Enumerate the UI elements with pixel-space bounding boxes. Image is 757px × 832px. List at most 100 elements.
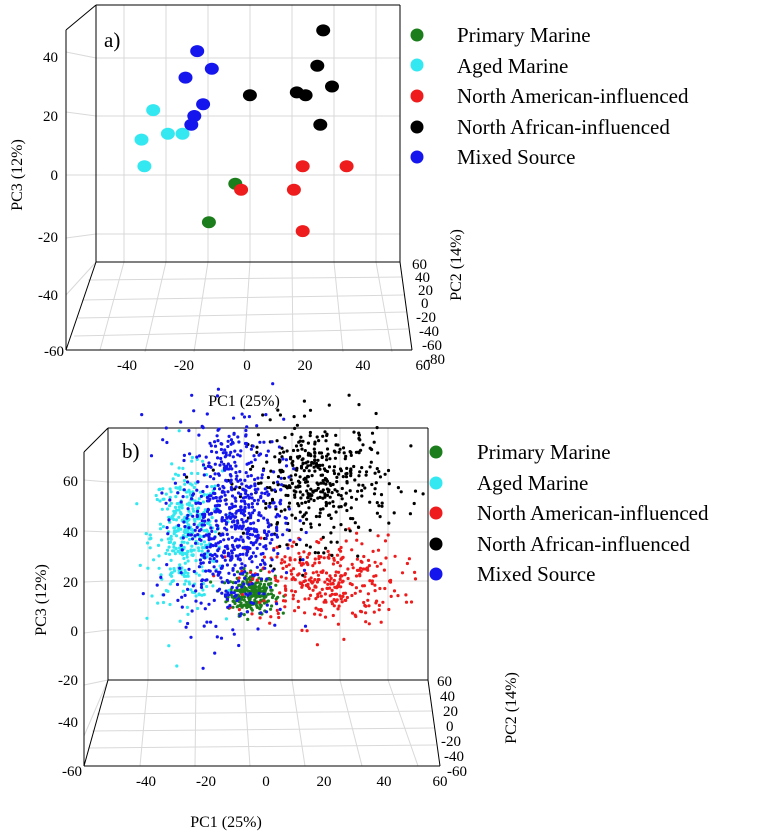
point-north-african-influenced [392, 511, 396, 515]
point-mixed-source [264, 453, 269, 458]
legend-label-north-american: North American-influenced [477, 501, 709, 525]
point-aged-marine [177, 466, 181, 470]
point-aged-marine [174, 472, 178, 476]
point-primary-marine [242, 595, 247, 599]
panel-a-grid [65, 5, 409, 353]
point-north-african-influenced [361, 443, 365, 447]
point-north-african-influenced [321, 507, 325, 511]
point-north-american-influenced [354, 586, 358, 590]
panel-a-y-ticks: 40 20 0 -20 -40 -60 [38, 50, 64, 360]
point-aged-marine [148, 546, 152, 550]
point-mixed-source [218, 570, 222, 575]
point-north-american-influenced [274, 578, 278, 583]
point-north-american-influenced [300, 628, 304, 633]
point-mixed-source [216, 483, 220, 487]
point-mixed-source [213, 444, 218, 448]
point-mixed-source [193, 528, 197, 532]
point-north-american-influenced [359, 610, 364, 614]
point-mixed-source [259, 563, 263, 567]
point-north-american-influenced [371, 549, 375, 554]
panel-a-frame [65, 4, 413, 351]
point-mixed-source [275, 480, 280, 484]
legend-label-north-african: North African-influenced [477, 532, 690, 556]
point-north-african-influenced [311, 490, 315, 494]
point-mixed-source [208, 441, 212, 445]
point-mixed-source [243, 506, 247, 510]
point-mixed-source [239, 505, 243, 509]
point-aged-marine [185, 555, 189, 559]
point-mixed-source [241, 520, 245, 524]
point-mixed-source [234, 511, 238, 515]
point-mixed-source [287, 507, 291, 511]
point-north-african-influenced [293, 493, 297, 497]
point-mixed-source [243, 478, 247, 482]
point-mixed-source [233, 563, 237, 567]
point-mixed-source [201, 515, 205, 520]
point-north-american-influenced [307, 586, 311, 591]
panel-a-y-tick: -20 [38, 230, 58, 246]
point-north-african-influenced [276, 475, 281, 479]
point-mixed-source [211, 491, 216, 495]
point-mixed-source [203, 519, 207, 523]
point-aged-marine [201, 569, 205, 573]
point-mixed-source [232, 432, 236, 436]
point-north-american-influenced [354, 574, 359, 578]
legend-marker-north-african [410, 120, 424, 134]
point-north-american-influenced [320, 587, 324, 592]
point-north-american-influenced [362, 554, 366, 559]
point-north-african-influenced [316, 465, 320, 469]
point-aged-marine [194, 594, 198, 598]
point-aged-marine [201, 500, 205, 504]
point-mixed-source [206, 464, 210, 468]
point-aged-marine [201, 459, 205, 463]
point-mixed-source [225, 563, 229, 567]
point-north-african-influenced [336, 443, 340, 447]
panel-a-tag: a) [104, 28, 120, 52]
point-north-african-influenced [340, 497, 344, 501]
point-mixed-source [207, 461, 211, 465]
panel-b-x-tick: 60 [433, 774, 448, 790]
point-aged-marine [199, 542, 203, 546]
point-primary-marine [258, 582, 263, 586]
point-mixed-source [202, 624, 206, 628]
point-aged-marine [191, 507, 195, 511]
point-north-african-influenced [301, 462, 305, 466]
point-mixed-source [270, 532, 274, 537]
panel-a-z-tick: 0 [421, 296, 429, 312]
point-mixed-source [266, 521, 270, 525]
point-north-american-influenced [262, 599, 266, 603]
point-mixed-source [214, 624, 218, 629]
point-north-african-influenced [399, 490, 403, 494]
point-north-american-influenced [329, 582, 333, 586]
point-mixed-source [212, 487, 217, 491]
point-north-american-influenced [372, 610, 376, 614]
point-north-american-influenced [317, 554, 321, 559]
panel-b-y-ticks: 60 40 20 0 -20 -40 -60 [58, 474, 82, 780]
point-aged-marine [164, 588, 168, 593]
point-aged-marine [177, 505, 181, 509]
point-mixed-source [249, 492, 253, 496]
point-north-american-influenced [342, 637, 346, 642]
panel-b-x-tick: 40 [377, 774, 392, 790]
point-mixed-source [266, 493, 270, 497]
point-north-african-influenced [319, 507, 323, 511]
point-north-african-influenced [309, 487, 313, 491]
point-north-american-influenced [360, 560, 364, 564]
point-north-african-influenced [337, 450, 341, 454]
point-north-american-influenced [296, 599, 300, 604]
point-mixed-source [301, 558, 305, 562]
point-aged-marine [192, 517, 196, 522]
point-north-african-influenced [344, 502, 348, 506]
point-aged-marine [171, 579, 175, 583]
point-mixed-source [212, 565, 216, 569]
point-primary-marine [269, 592, 273, 596]
point-aged-marine [197, 573, 201, 577]
point-mixed-source [220, 591, 224, 595]
point-aged-marine [157, 566, 161, 570]
point-north-american-influenced [407, 557, 411, 561]
point-north-african-influenced [335, 489, 339, 493]
point-north-american-influenced [333, 573, 337, 578]
point-north-african-influenced [387, 521, 391, 525]
point-mixed-source [275, 535, 280, 539]
point-mixed-source [245, 553, 249, 557]
